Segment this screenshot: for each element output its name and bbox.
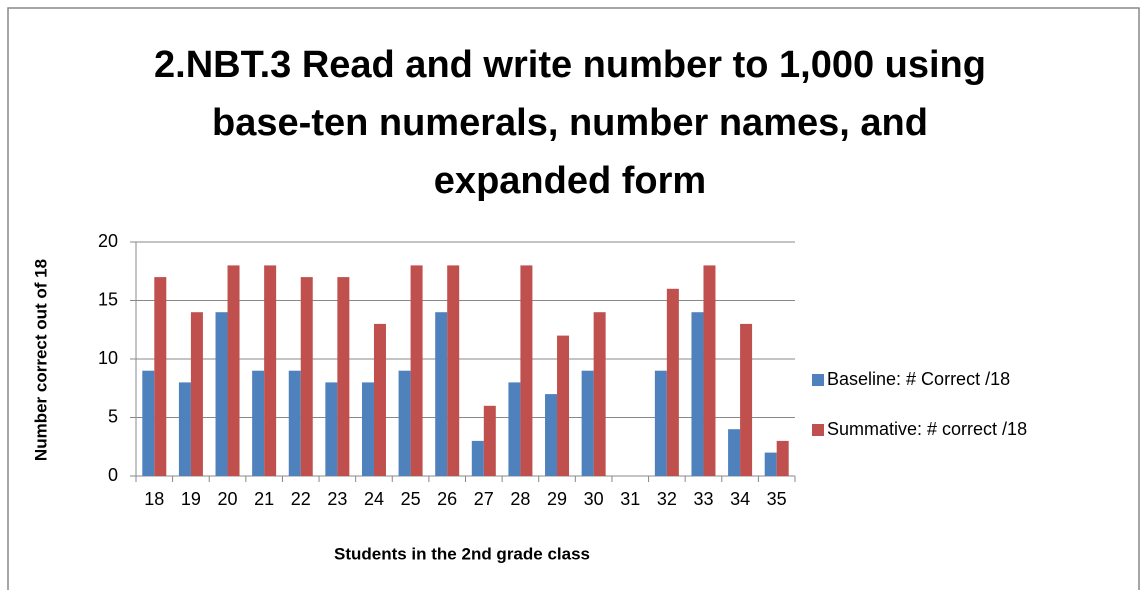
bar — [215, 312, 228, 476]
bar — [373, 323, 386, 476]
bar — [361, 382, 374, 476]
x-tick-label: 19 — [181, 489, 201, 509]
y-axis-label: Number correct out of 18 — [31, 259, 50, 461]
bar — [264, 265, 277, 476]
bar — [300, 277, 313, 476]
bar — [410, 265, 423, 476]
bar — [252, 370, 265, 476]
bar — [142, 370, 155, 476]
x-tick-label: 24 — [364, 489, 384, 509]
bar — [740, 323, 753, 476]
bar — [764, 452, 777, 476]
x-tick-label: 18 — [144, 489, 164, 509]
chart-frame — [7, 7, 1140, 590]
bar — [520, 265, 533, 476]
legend-swatch — [812, 374, 824, 386]
bar — [447, 265, 460, 476]
bar — [190, 312, 203, 476]
x-tick-label: 20 — [218, 489, 238, 509]
y-tick-label: 10 — [98, 348, 118, 368]
x-tick-label: 23 — [327, 489, 347, 509]
bar — [483, 405, 496, 476]
x-tick-label: 25 — [401, 489, 421, 509]
x-tick-label: 28 — [510, 489, 530, 509]
bar — [557, 335, 570, 476]
x-tick-label: 35 — [767, 489, 787, 509]
legend-swatch — [812, 424, 824, 436]
legend-label: Baseline: # Correct /18 — [827, 369, 1010, 389]
x-tick-label: 30 — [584, 489, 604, 509]
bar — [227, 265, 240, 476]
y-tick-label: 5 — [108, 406, 118, 426]
x-tick-label: 29 — [547, 489, 567, 509]
x-tick-label: 34 — [730, 489, 750, 509]
x-tick-label: 26 — [437, 489, 457, 509]
bar — [776, 440, 789, 476]
chart-title: 2.NBT.3 Read and write number to 1,000 u… — [154, 44, 986, 202]
bar — [545, 394, 558, 476]
legend-label: Summative: # correct /18 — [827, 419, 1027, 439]
bar — [508, 382, 521, 476]
x-tick-label: 33 — [693, 489, 713, 509]
y-tick-label: 0 — [108, 465, 118, 485]
bar — [593, 312, 606, 476]
x-axis-label: Students in the 2nd grade class — [334, 544, 590, 563]
x-tick-label: 32 — [657, 489, 677, 509]
bar — [666, 288, 679, 476]
x-tick-label: 21 — [254, 489, 274, 509]
y-tick-label: 15 — [98, 289, 118, 309]
bar — [288, 370, 301, 476]
bar — [703, 265, 716, 476]
bar — [581, 370, 594, 476]
bar — [398, 370, 411, 476]
bar — [154, 277, 167, 476]
bar — [337, 277, 350, 476]
bar — [471, 440, 484, 476]
bar — [654, 370, 667, 476]
x-tick-label: 27 — [474, 489, 494, 509]
bar — [178, 382, 191, 476]
x-tick-label: 22 — [291, 489, 311, 509]
y-tick-label: 20 — [98, 231, 118, 251]
bar — [325, 382, 338, 476]
bar — [435, 312, 448, 476]
x-tick-label: 31 — [620, 489, 640, 509]
bar — [691, 312, 704, 476]
bar — [728, 429, 741, 476]
